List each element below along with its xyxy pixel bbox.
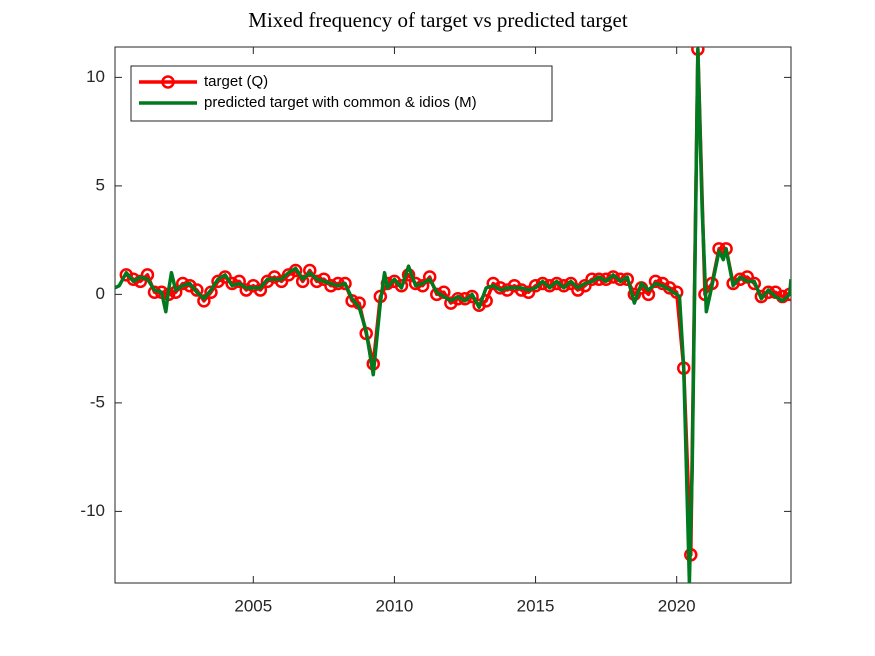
- data-point: [204, 285, 218, 299]
- data-point: [542, 278, 557, 293]
- data-point: [394, 278, 409, 293]
- data-point: [253, 283, 268, 297]
- data-point: [557, 278, 571, 293]
- legend-label: predicted target with common & idios (M): [204, 94, 477, 111]
- data-point: [232, 274, 246, 289]
- data-point: [606, 270, 620, 284]
- data-point: [295, 274, 310, 289]
- series-line: [115, 47, 791, 583]
- data-point: [528, 278, 543, 293]
- data-point: [465, 289, 479, 304]
- y-tick-label: 0: [96, 284, 105, 303]
- data-point: [197, 294, 211, 308]
- x-tick-label: 2020: [658, 596, 696, 615]
- y-tick-label: 5: [96, 175, 105, 194]
- data-point: [190, 283, 204, 297]
- data-point: [303, 263, 317, 278]
- data-point: [747, 276, 762, 291]
- data-point: [535, 276, 550, 291]
- data-point: [549, 276, 564, 291]
- y-tick-label: 10: [86, 67, 105, 86]
- data-point: [648, 274, 663, 289]
- series-layer: [115, 47, 791, 583]
- y-tick-label: -5: [90, 392, 105, 411]
- legend-label: target (Q): [204, 73, 268, 90]
- x-tick-label: 2005: [234, 596, 272, 615]
- x-tick-label: 2015: [517, 596, 555, 615]
- chart-title: Mixed frequency of target vs predicted t…: [248, 8, 628, 32]
- data-point: [761, 285, 776, 299]
- legend-box: [130, 65, 553, 122]
- y-tick-label: -10: [80, 501, 105, 520]
- x-tick-label: 2010: [376, 596, 414, 615]
- legend-marker: [161, 75, 175, 89]
